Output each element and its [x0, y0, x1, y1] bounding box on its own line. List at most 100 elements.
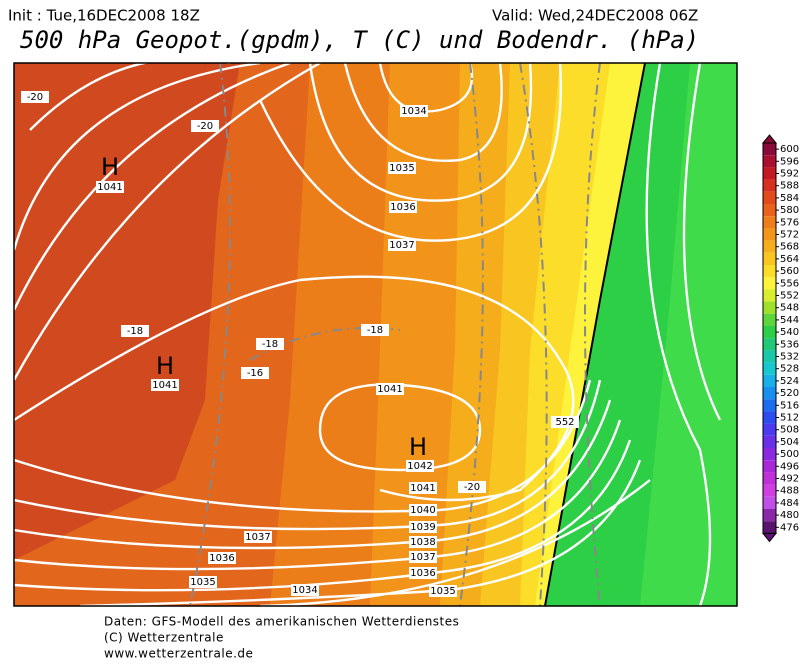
colorbar-swatch	[763, 155, 776, 168]
contour-label: 1035	[430, 586, 455, 597]
label-box	[376, 383, 404, 395]
colorbar-swatch	[763, 228, 776, 241]
label-box	[21, 91, 49, 103]
colorbar-label: 560	[780, 266, 799, 277]
contour-label: 1040	[410, 505, 435, 516]
label-box	[389, 201, 417, 213]
label-box	[189, 576, 217, 588]
contour-label: 1037	[389, 240, 414, 251]
label-box	[361, 324, 389, 336]
contour-label: 1036	[390, 202, 415, 213]
colorbar-swatch	[763, 179, 776, 192]
colorbar-swatch	[763, 143, 776, 156]
contour-label: -20	[464, 482, 480, 493]
colorbar-label: 580	[780, 205, 799, 216]
label-box	[409, 504, 437, 516]
colorbar-swatch	[763, 313, 776, 326]
colorbar-label: 504	[780, 437, 799, 448]
label-box	[458, 481, 486, 493]
contour-label: 1042	[407, 461, 432, 472]
label-box	[409, 521, 437, 533]
contour-label: 1041	[377, 384, 402, 395]
colorbar-label: 592	[780, 169, 799, 180]
label-box	[241, 367, 269, 379]
label-box	[406, 460, 434, 472]
colorbar-label: 492	[780, 474, 799, 485]
colorbar-label: 588	[780, 181, 799, 192]
contour-label: 1034	[401, 106, 426, 117]
colorbar-swatch	[763, 240, 776, 253]
contour-label: 552	[555, 417, 574, 428]
contour-label: 1036	[209, 553, 234, 564]
colorbar-label: 544	[780, 315, 799, 326]
map-labels: -20-20H10411034103510361037-18-18-16-18H…	[21, 91, 579, 597]
colorbar-swatch	[763, 460, 776, 473]
colorbar-cap	[761, 134, 778, 144]
colorbar-label: 484	[780, 498, 799, 509]
colorbar-swatch	[763, 484, 776, 497]
colorbar-label: 596	[780, 156, 799, 167]
colorbar-label: 600	[780, 144, 799, 155]
colorbar-label: 552	[780, 291, 799, 302]
colorbar-swatch	[763, 399, 776, 412]
contour-label: 1036	[410, 568, 435, 579]
colorbar-swatch	[763, 521, 776, 534]
colorbar-swatch	[763, 289, 776, 302]
label-box	[121, 325, 149, 337]
contour-label: 1038	[410, 537, 435, 548]
colorbar-label: 556	[780, 278, 799, 289]
colorbar-label: 572	[780, 230, 799, 241]
colorbar-swatch	[763, 496, 776, 509]
colorbar-label: 584	[780, 193, 799, 204]
colorbar-label: 496	[780, 461, 799, 472]
contour-label: 1034	[292, 585, 317, 596]
label-box	[208, 552, 236, 564]
colorbar-label: 564	[780, 254, 799, 265]
colorbar-label: 476	[780, 522, 799, 533]
map-title: 500 hPa Geopot.(gpdm), T (C) und Bodendr…	[20, 26, 699, 54]
colorbar-swatch	[763, 204, 776, 217]
label-box	[151, 379, 179, 391]
colorbar-swatch	[763, 216, 776, 229]
colorbar-label: 500	[780, 449, 799, 460]
colorbar-label: 548	[780, 303, 799, 314]
label-box	[551, 416, 579, 428]
contour-label: -16	[247, 368, 263, 379]
colorbar-label: 508	[780, 425, 799, 436]
label-box	[291, 584, 319, 596]
colorbar-swatch	[763, 387, 776, 400]
colorbar-swatch	[763, 326, 776, 339]
label-box	[244, 531, 272, 543]
colorbar-swatch	[763, 423, 776, 436]
colorbar-swatch	[763, 301, 776, 314]
contour-label: 1037	[410, 552, 435, 563]
colorbar-label: 576	[780, 217, 799, 228]
label-box	[388, 162, 416, 174]
label-box	[96, 181, 124, 193]
colorbar-swatch	[763, 277, 776, 290]
colorbar-swatch	[763, 509, 776, 522]
colorbar-swatch	[763, 411, 776, 424]
colorbar-swatch	[763, 374, 776, 387]
contour-label: 1035	[190, 577, 215, 588]
colorbar-label: 524	[780, 376, 799, 387]
colorbar-label: 568	[780, 242, 799, 253]
pressure-center: H	[101, 153, 119, 181]
colorbar-swatch	[763, 362, 776, 375]
colorbar-label: 480	[780, 510, 799, 521]
footer-line: (C) Wetterzentrale	[104, 631, 224, 645]
contour-label: -18	[262, 339, 278, 350]
map-area	[13, 62, 738, 607]
label-box	[388, 239, 416, 251]
contour-label: 1041	[97, 182, 122, 193]
colorbar-swatch	[763, 435, 776, 448]
colorbar-cap	[761, 532, 778, 543]
colorbar-label: 488	[780, 486, 799, 497]
colorbar-swatch	[763, 350, 776, 363]
colorbar-swatch	[763, 472, 776, 485]
colorbar-swatch	[763, 338, 776, 351]
label-box	[409, 567, 437, 579]
label-box	[409, 551, 437, 563]
colorbar-swatch	[763, 265, 776, 278]
